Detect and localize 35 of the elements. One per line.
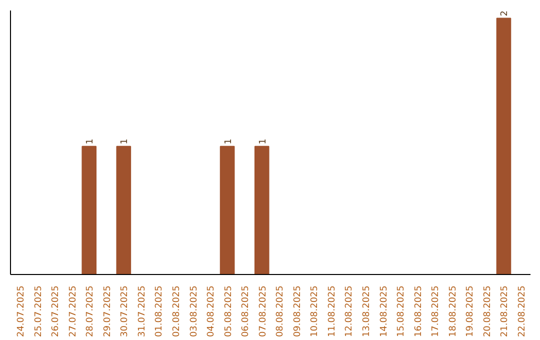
- x-tick-label: 29.07.2025: [102, 286, 113, 338]
- x-tick-label: 17.08.2025: [431, 286, 442, 338]
- x-tick-label: 05.08.2025: [224, 286, 234, 338]
- x-tick-label: 14.08.2025: [379, 286, 390, 338]
- x-tick-label: 27.07.2025: [68, 286, 78, 338]
- data-label: 2: [500, 10, 510, 16]
- x-tick-label: 10.08.2025: [310, 286, 320, 338]
- x-tick-label: 13.08.2025: [362, 286, 372, 338]
- x-tick-label: 15.08.2025: [396, 286, 407, 338]
- x-tick-label: 03.08.2025: [189, 286, 200, 338]
- data-label: 1: [120, 138, 130, 144]
- x-tick-label: 07.08.2025: [258, 286, 268, 338]
- data-label: 1: [86, 138, 96, 144]
- x-tick-label: 19.08.2025: [466, 286, 476, 338]
- x-tick-label: 26.07.2025: [51, 286, 62, 338]
- x-tick-label: 01.08.2025: [154, 286, 165, 338]
- x-tick-label: 06.08.2025: [241, 286, 252, 338]
- x-tick-label: 11.08.2025: [327, 286, 338, 338]
- x-tick-label: 18.08.2025: [448, 286, 458, 338]
- x-tick-label: 28.07.2025: [86, 286, 96, 338]
- x-tick-label: 30.07.2025: [120, 286, 130, 338]
- x-tick-label: 12.08.2025: [344, 286, 355, 338]
- x-tick-label: 09.08.2025: [292, 286, 303, 338]
- x-tick-label: 16.08.2025: [414, 286, 424, 338]
- data-label: 1: [258, 138, 268, 144]
- x-tick-label: 02.08.2025: [172, 286, 182, 338]
- x-tick-label: 20.08.2025: [482, 286, 493, 338]
- x-tick-label: 25.07.2025: [34, 286, 44, 338]
- x-tick-label: 31.07.2025: [137, 286, 148, 338]
- x-tick-label: 08.08.2025: [276, 286, 286, 338]
- x-tick-label: 24.07.2025: [16, 286, 26, 338]
- data-label: 1: [224, 138, 234, 144]
- x-tick-label: 22.08.2025: [518, 286, 528, 338]
- x-tick-label: 21.08.2025: [500, 286, 510, 338]
- x-tick-label: 04.08.2025: [206, 286, 217, 338]
